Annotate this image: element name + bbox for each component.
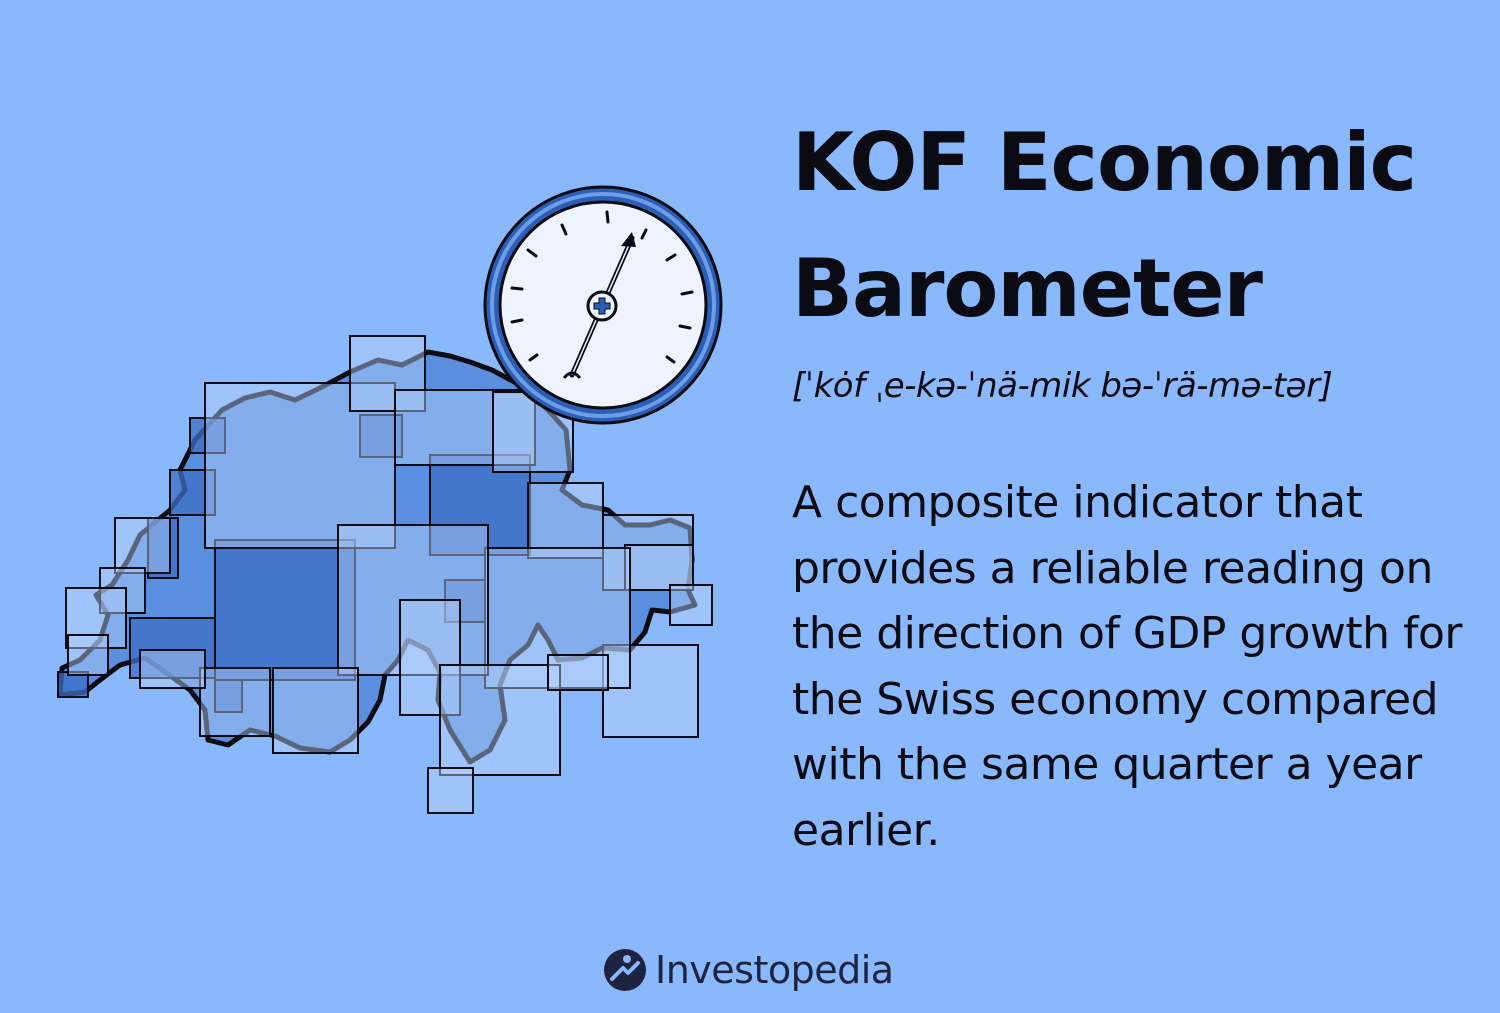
barometer-gauge-icon xyxy=(483,185,723,425)
pronunciation: [ˈkȯf ˌe-kə-ˈnä-mik bə-ˈrä-mə-tər] xyxy=(792,366,1333,406)
page-title: KOF Economic Barometer xyxy=(792,116,1417,335)
investopedia-logo-icon xyxy=(604,949,646,991)
switzerland-map-icon xyxy=(57,335,713,814)
brand-name: Investopedia xyxy=(655,948,894,992)
switzerland-map-illustration xyxy=(57,185,723,814)
definition-text: A composite indicator that provides a re… xyxy=(792,477,1462,856)
brand-logo: Investopedia xyxy=(603,942,894,998)
